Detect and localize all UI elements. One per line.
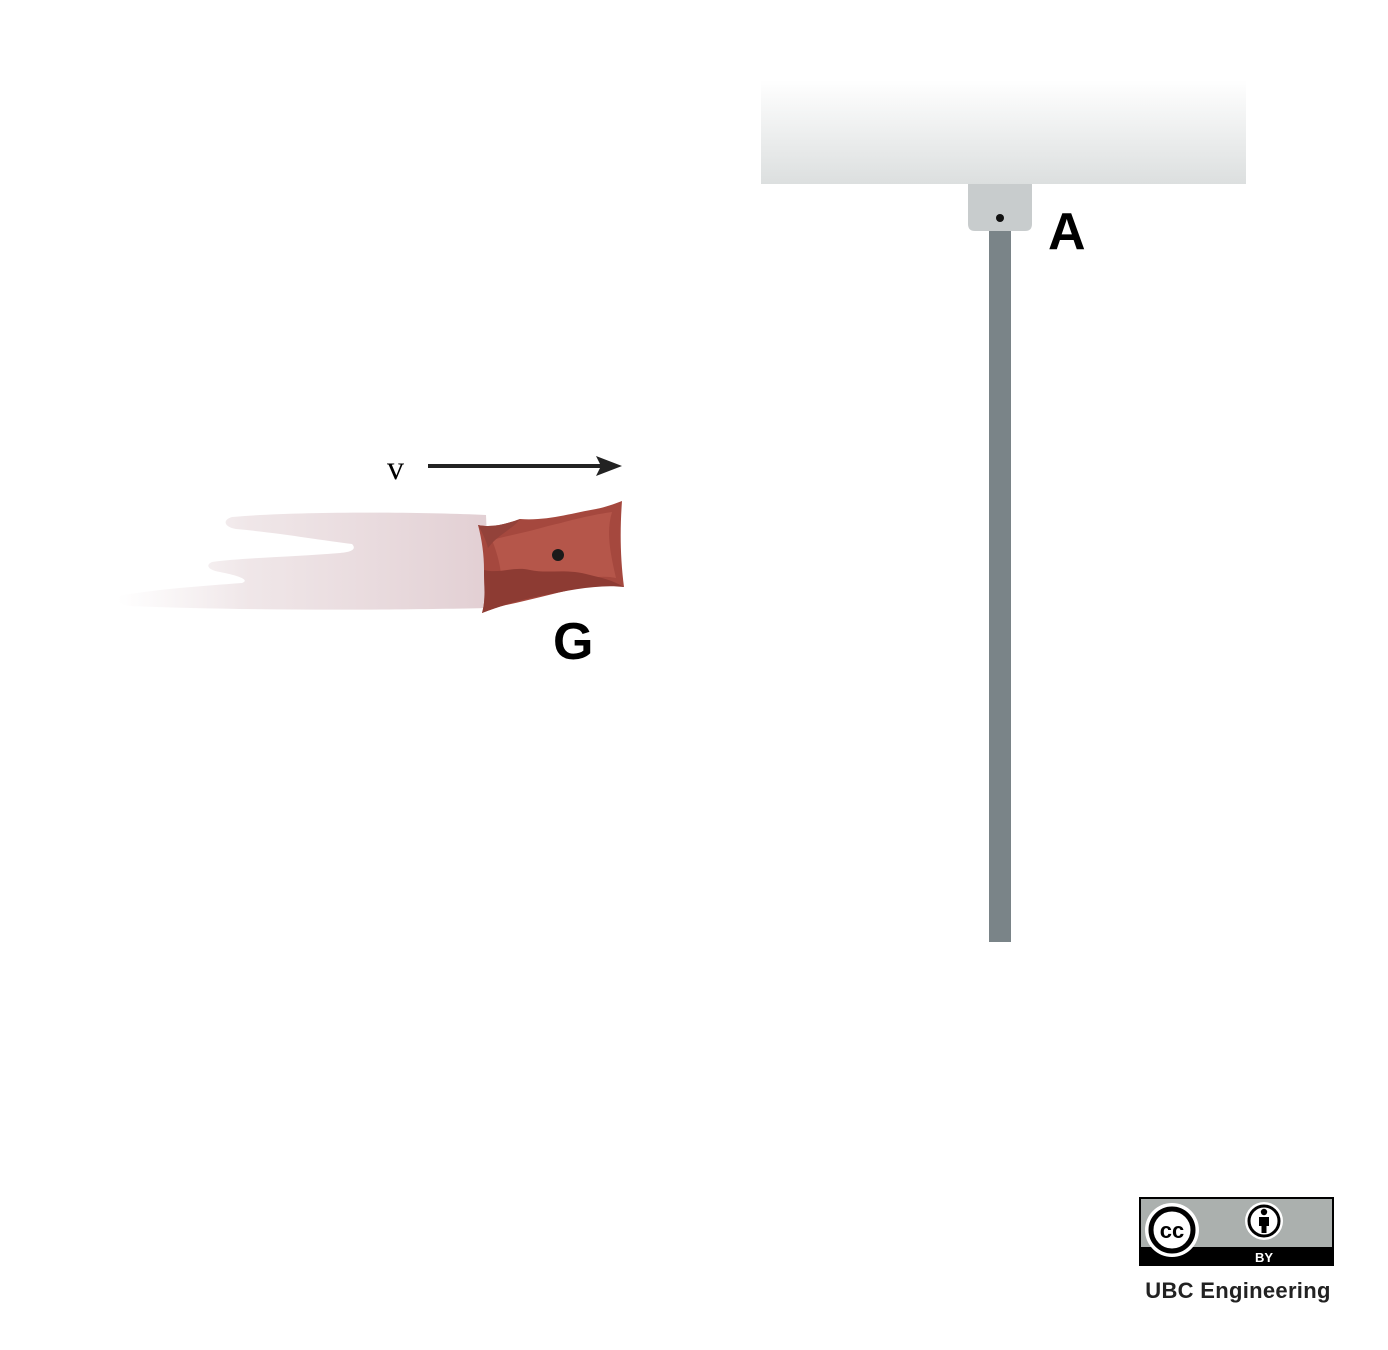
motion-trail [117,512,490,610]
svg-text:cc: cc [1160,1218,1184,1243]
credit-text: UBC Engineering [1145,1278,1331,1303]
bag-projectile [478,501,624,613]
cc-by-icon: cc BY [1139,1197,1334,1266]
pivot-bracket [968,184,1032,231]
svg-text:BY: BY [1255,1250,1273,1265]
point-a-label: A [1048,203,1086,261]
ceiling [761,80,1246,184]
point-g-label: G [553,613,593,671]
velocity-arrow [428,456,622,476]
pendulum-rod [989,226,1011,942]
center-of-mass-dot-icon [552,549,564,561]
pivot-dot-icon [996,214,1004,222]
velocity-label: v [387,450,404,487]
